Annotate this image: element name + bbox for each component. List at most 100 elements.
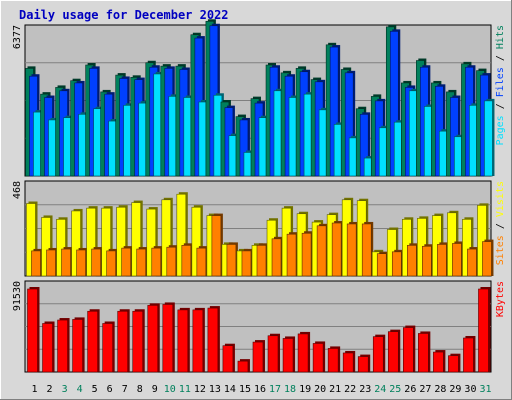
x-tick-label: 22 bbox=[344, 384, 356, 395]
x-tick-label: 2 bbox=[47, 384, 53, 395]
bar-sites-day-18 bbox=[286, 232, 299, 277]
legend-panel-3: KBytes bbox=[495, 281, 506, 317]
bar-sites-day-21 bbox=[331, 221, 344, 277]
legend-separator: / bbox=[495, 49, 506, 67]
bar-visits-day-11 bbox=[176, 192, 188, 277]
bar-visits-day-10 bbox=[161, 197, 173, 277]
bar-sites-day-19 bbox=[301, 231, 314, 277]
x-tick-label: 3 bbox=[62, 384, 68, 395]
x-tick-label: 26 bbox=[404, 384, 416, 395]
bar-sites-day-11 bbox=[181, 243, 193, 277]
bar-kbytes-day-30 bbox=[463, 335, 476, 373]
bar-kbytes-day-28 bbox=[433, 350, 446, 373]
bar-sites-day-24 bbox=[376, 251, 389, 277]
bar-sites-day-23 bbox=[361, 221, 374, 277]
bar-sites-day-20 bbox=[316, 223, 329, 277]
legend-separator: / bbox=[495, 217, 506, 235]
bar-sites-day-29 bbox=[452, 241, 464, 277]
x-tick-label: 24 bbox=[374, 384, 386, 395]
bar-kbytes-day-1 bbox=[27, 287, 40, 373]
bar-visits-day-4 bbox=[71, 208, 83, 277]
x-tick-label: 5 bbox=[92, 384, 98, 395]
bar-kbytes-day-31 bbox=[478, 287, 491, 373]
bar-sites-day-7 bbox=[121, 246, 133, 277]
bar-sites-day-25 bbox=[391, 249, 404, 277]
bar-kbytes-day-3 bbox=[57, 318, 70, 373]
bar-sites-day-10 bbox=[166, 245, 178, 277]
x-tick-label: 8 bbox=[137, 384, 143, 395]
bar-kbytes-day-19 bbox=[297, 331, 311, 373]
bar-sites-day-30 bbox=[467, 247, 479, 277]
bar-kbytes-day-17 bbox=[267, 333, 281, 373]
bar-kbytes-day-11 bbox=[177, 307, 190, 373]
bar-kbytes-day-10 bbox=[162, 302, 175, 373]
x-tick-label: 21 bbox=[329, 384, 341, 395]
bar-kbytes-day-15 bbox=[237, 359, 250, 373]
bar-sites-day-1 bbox=[31, 248, 43, 277]
bar-kbytes-day-16 bbox=[252, 340, 265, 373]
legend-pages: Pages bbox=[495, 115, 506, 145]
legend-panel-2: Sites / Visits bbox=[495, 181, 506, 265]
bar-kbytes-day-26 bbox=[403, 325, 416, 373]
x-tick-label: 17 bbox=[269, 384, 281, 395]
bar-kbytes-day-18 bbox=[282, 336, 296, 373]
x-tick-label: 30 bbox=[464, 384, 476, 395]
legend-kbytes: KBytes bbox=[495, 281, 506, 317]
bar-kbytes-day-4 bbox=[72, 317, 85, 373]
bar-sites-day-17 bbox=[271, 236, 284, 277]
x-tick-label: 28 bbox=[434, 384, 446, 395]
bar-visits-day-7 bbox=[116, 205, 128, 277]
bar-sites-day-26 bbox=[407, 243, 419, 277]
bar-kbytes-day-7 bbox=[117, 309, 130, 373]
bar-kbytes-day-12 bbox=[192, 307, 205, 373]
bar-sites-day-31 bbox=[482, 239, 494, 277]
bar-visits-day-5 bbox=[86, 206, 98, 277]
bar-kbytes-day-22 bbox=[342, 350, 356, 373]
bar-sites-day-5 bbox=[91, 247, 103, 277]
bar-visits-day-12 bbox=[191, 205, 203, 277]
bar-sites-day-15 bbox=[241, 248, 253, 277]
bar-visits-day-6 bbox=[101, 206, 113, 277]
bar-pages-day-31 bbox=[484, 98, 495, 177]
bar-visits-day-9 bbox=[146, 207, 158, 277]
x-tick-label: 20 bbox=[314, 384, 326, 395]
bar-kbytes-day-6 bbox=[102, 321, 115, 373]
legend-sites: Sites bbox=[495, 235, 506, 265]
bar-kbytes-day-5 bbox=[87, 309, 100, 373]
panel-1: 6377 Pages / Files / Hits bbox=[12, 19, 506, 177]
bar-sites-day-13 bbox=[211, 213, 223, 277]
x-tick-label: 1 bbox=[32, 384, 38, 395]
bar-kbytes-day-27 bbox=[418, 331, 431, 373]
bar-sites-day-3 bbox=[61, 247, 73, 277]
x-tick-label: 16 bbox=[254, 384, 266, 395]
bar-sites-day-4 bbox=[76, 247, 88, 277]
bar-sites-day-27 bbox=[422, 244, 434, 277]
bar-kbytes-day-14 bbox=[222, 343, 235, 373]
bar-sites-day-28 bbox=[437, 242, 449, 277]
x-tick-label: 10 bbox=[164, 384, 176, 395]
panel-3: 91530 KBytes bbox=[12, 280, 506, 373]
bar-sites-day-14 bbox=[226, 242, 238, 277]
bar-kbytes-day-13 bbox=[207, 306, 220, 373]
x-axis-labels: 1 2 3 4 5 6 7 8 9 10 11 12 13 14 15 16 17 18 19 20 21 22 23 24 2… bbox=[32, 384, 492, 395]
x-tick-label: 11 bbox=[179, 384, 191, 395]
y-max-label: 6377 bbox=[12, 25, 23, 49]
bar-sites-day-8 bbox=[136, 247, 148, 277]
x-tick-label: 27 bbox=[419, 384, 431, 395]
x-tick-label: 4 bbox=[77, 384, 83, 395]
x-tick-label: 12 bbox=[194, 384, 206, 395]
legend-separator: / bbox=[495, 97, 506, 115]
bar-kbytes-day-9 bbox=[147, 303, 160, 373]
bar-kbytes-day-24 bbox=[372, 334, 386, 373]
legend-panel-1: Pages / Files / Hits bbox=[495, 25, 506, 145]
x-tick-label: 29 bbox=[449, 384, 461, 395]
x-tick-label: 19 bbox=[299, 384, 311, 395]
chart-panels: 6377 Pages / Files / Hits 468 Sites / Visit… bbox=[12, 19, 506, 373]
bar-sites-day-6 bbox=[106, 248, 118, 277]
chart-title: Daily usage for December 2022 bbox=[19, 8, 229, 22]
bar-kbytes-day-25 bbox=[387, 329, 401, 373]
x-tick-label: 7 bbox=[122, 384, 128, 395]
legend-hits: Hits bbox=[495, 25, 506, 49]
bar-kbytes-day-20 bbox=[312, 341, 326, 373]
